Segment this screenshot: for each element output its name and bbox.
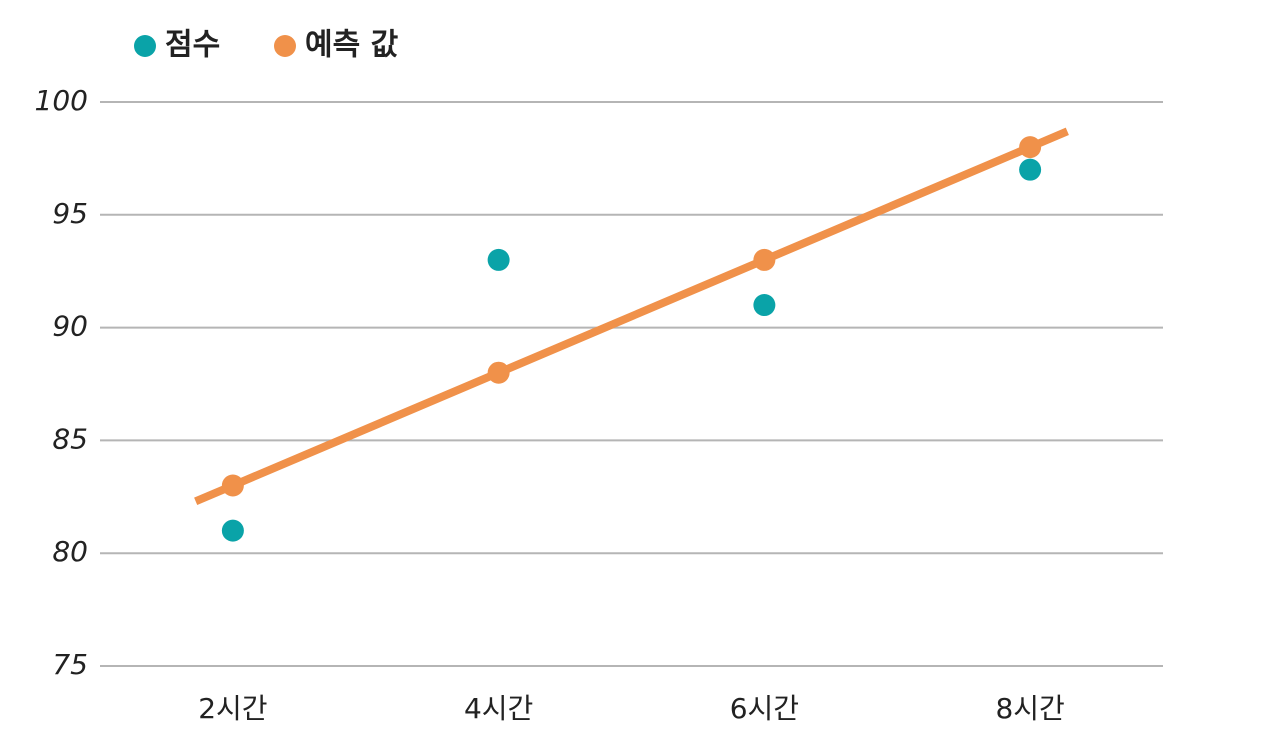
- y-tick-label: 90: [52, 310, 88, 343]
- y-tick-label: 80: [52, 535, 88, 568]
- x-tick-label: 2시간: [198, 692, 267, 725]
- legend: 점수 예측 값: [134, 28, 399, 63]
- data-point: [753, 248, 776, 271]
- legend-marker: [274, 35, 296, 57]
- trend-line: [231, 143, 1032, 490]
- data-point: [487, 248, 510, 271]
- data-point: [1019, 136, 1042, 159]
- data-point: [1019, 158, 1042, 181]
- legend-label: 예측 값: [305, 28, 399, 63]
- y-tick-label: 85: [52, 422, 88, 455]
- data-point: [221, 519, 244, 542]
- data-point: [487, 361, 510, 384]
- legend-marker: [134, 35, 156, 57]
- x-tick-label: 4시간: [464, 692, 533, 725]
- data-point: [753, 294, 776, 317]
- y-tick-label: 100: [35, 84, 88, 117]
- legend-label: 점수: [165, 28, 220, 63]
- y-tick-label: 95: [52, 197, 88, 230]
- x-tick-label: 8시간: [995, 692, 1064, 725]
- y-tick-label: 75: [52, 648, 88, 681]
- data-point: [221, 474, 244, 497]
- x-tick-label: 6시간: [730, 692, 799, 725]
